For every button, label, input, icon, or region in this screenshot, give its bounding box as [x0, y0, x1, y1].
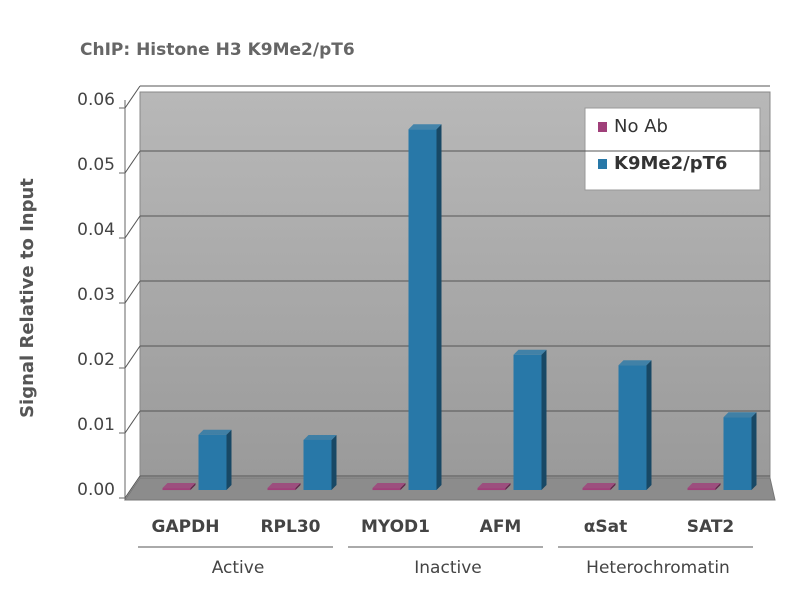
- bar-side: [715, 483, 721, 491]
- bar: [477, 488, 506, 491]
- x-tick-label: RPL30: [260, 517, 320, 537]
- bar-side: [436, 124, 442, 490]
- bar-top: [687, 483, 721, 489]
- y-tick-label: 0.03: [77, 285, 115, 305]
- bar-top: [723, 412, 757, 418]
- chart-title: ChIP: Histone H3 K9Me2/pT6: [80, 40, 355, 60]
- grid-line: [124, 280, 141, 304]
- bar-top: [303, 434, 337, 440]
- grid-line: [124, 215, 141, 239]
- group-label: Active: [212, 558, 265, 578]
- y-tick-label: 0.00: [77, 480, 115, 500]
- grid-line: [124, 410, 141, 434]
- grid-line: [124, 345, 141, 369]
- bar-top: [267, 483, 301, 489]
- bar: [372, 488, 401, 491]
- bar-side: [400, 483, 406, 491]
- bar: [162, 488, 191, 491]
- bar: [303, 439, 332, 490]
- bar: [198, 434, 227, 490]
- x-tick-label: AFM: [480, 517, 522, 537]
- group-label: Heterochromatin: [586, 558, 730, 578]
- bar-side: [505, 483, 511, 491]
- bar-top: [513, 349, 547, 355]
- bar: [513, 354, 542, 490]
- bar: [582, 488, 611, 491]
- bar-top: [618, 360, 652, 366]
- y-tick-label: 0.06: [77, 90, 115, 110]
- bar: [687, 488, 716, 491]
- bar: [267, 488, 296, 491]
- x-tick-label: SAT2: [687, 517, 735, 537]
- grid-line: [124, 85, 141, 109]
- legend: [584, 107, 761, 191]
- bar-side: [190, 483, 196, 491]
- x-tick-label: αSat: [584, 517, 628, 537]
- bar-side: [295, 483, 301, 491]
- grid-line: [124, 475, 141, 499]
- group-label: Inactive: [414, 558, 481, 578]
- y-tick-label: 0.01: [77, 415, 115, 435]
- x-tick-label: MYOD1: [361, 517, 430, 537]
- legend-swatch: [598, 122, 607, 132]
- bar-top: [372, 483, 406, 489]
- y-tick-label: 0.02: [77, 350, 115, 370]
- bar-side: [751, 412, 757, 490]
- bar-side: [331, 434, 337, 490]
- legend-swatch: [598, 159, 607, 169]
- bar-side: [610, 483, 616, 491]
- bar-top: [582, 483, 616, 489]
- bar-side: [541, 349, 547, 490]
- bar: [408, 129, 437, 490]
- y-tick-label: 0.04: [77, 220, 115, 240]
- grid-line: [124, 150, 141, 174]
- y-axis-label: Signal Relative to Input: [17, 178, 38, 418]
- legend-label: No Ab: [614, 116, 668, 137]
- legend-label: K9Me2/pT6: [614, 153, 727, 174]
- bar-side: [646, 360, 652, 490]
- x-tick-label: GAPDH: [152, 517, 220, 537]
- bar: [618, 365, 647, 490]
- bar-top: [408, 124, 442, 130]
- bar-top: [162, 483, 196, 489]
- bar-top: [198, 429, 232, 435]
- bar: [723, 417, 752, 490]
- bar-side: [226, 429, 232, 490]
- y-tick-label: 0.05: [77, 155, 115, 175]
- bar-top: [477, 483, 511, 489]
